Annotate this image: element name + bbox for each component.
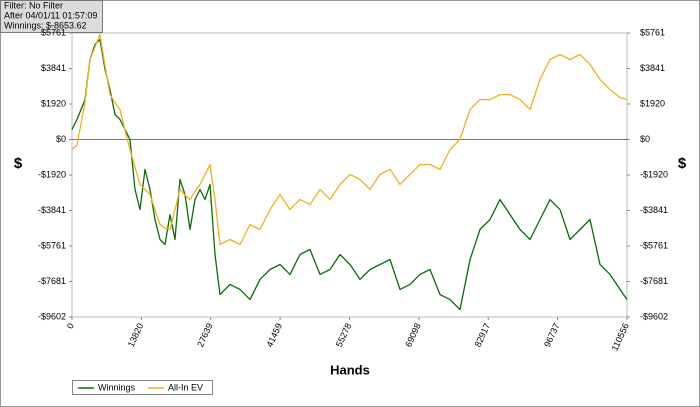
x-tick-label: 0 [65,322,76,331]
y2-axis-label: $ [678,155,687,172]
y-tick-label: $1920 [41,98,66,108]
x-axis-label: Hands [330,362,370,377]
y2-tick-label: -$9602 [640,311,668,321]
info-line: After 04/01/11 01:57:09 [4,10,97,20]
y-tick-label: -$9602 [38,311,66,321]
y-tick-label: $3841 [41,63,66,73]
y-tick-label: $5761 [41,27,66,37]
series-line [71,38,628,311]
y2-tick-label: -$3841 [640,205,668,215]
y-tick-label: -$5761 [38,240,66,250]
y-axis-label: $ [14,155,23,172]
series-line [71,33,628,246]
y2-tick-label: -$5761 [640,240,668,250]
y-tick-label: -$1920 [38,169,66,179]
y2-tick-label: $3841 [640,63,665,73]
y2-tick-label: -$1920 [640,169,668,179]
info-bg [0,0,103,33]
y2-tick-label: $0 [640,134,650,144]
y2-tick-label: $5761 [640,27,665,37]
legend-box [72,380,213,395]
info-line: Winnings: $-8653.62 [4,20,87,30]
y2-tick-label: -$7681 [640,276,668,286]
y-tick-label: $0 [56,134,66,144]
legend-label: All-In EV [168,382,203,392]
y2-tick-label: $1920 [640,98,665,108]
info-line: Filter: No Filter [4,0,63,10]
y-tick-label: -$3841 [38,205,66,215]
legend-label: Winnings [98,382,136,392]
y-tick-label: -$7681 [38,276,66,286]
